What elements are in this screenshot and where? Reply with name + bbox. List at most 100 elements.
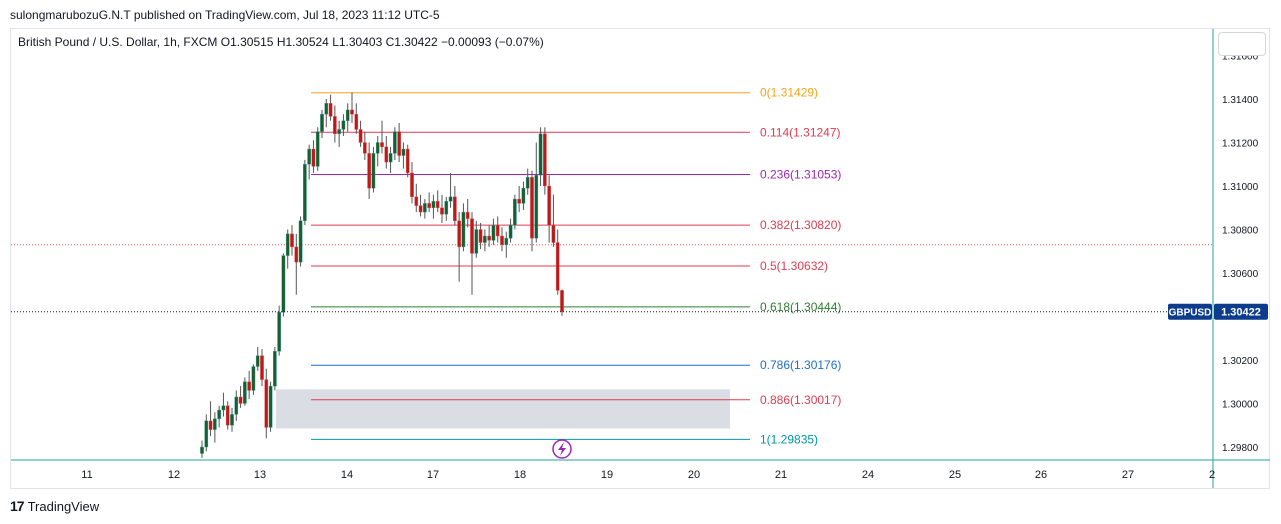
candle-body [363,142,367,154]
candle [470,212,474,295]
candle-body [213,418,217,430]
published-header: sulongmarubozuG.N.T published on Trading… [10,8,440,22]
candle-body [448,196,453,202]
candle [491,218,496,245]
candle-body [268,385,273,428]
candle [560,289,564,316]
candle-body [431,201,436,208]
scale-settings-button[interactable] [1218,32,1266,56]
candle-body [367,153,371,189]
candle-body [290,233,294,248]
lightning-icon [558,442,566,456]
candle [440,194,444,223]
candle-body [281,255,286,313]
candle-body [200,446,204,454]
last-price-label: 1.30422 [1221,307,1261,319]
candle-body [260,355,264,380]
candle [200,440,204,458]
y-tick-label: 1.29800 [1222,443,1259,454]
candle-body [551,224,556,243]
candle [238,386,243,408]
symbol-legend: British Pound / U.S. Dollar, 1h, FXCM O1… [18,35,544,49]
y-tick-label: 1.31400 [1222,95,1259,106]
candle [354,103,359,134]
candle [453,186,457,226]
candle-body [350,109,354,115]
candle [363,131,367,160]
candle-body [384,146,389,163]
candle-body [474,229,479,254]
candle [483,229,487,252]
candle-body [285,233,290,256]
candle-body [298,220,303,263]
candle-body [243,381,247,404]
candle-body [534,174,539,239]
candle [243,377,247,406]
candle-body [530,177,534,239]
candle [461,203,466,252]
candle [204,414,209,452]
candle-body [513,198,517,226]
candle-body [221,405,226,411]
candle [285,229,290,269]
candle-body [345,109,350,121]
x-tick-label: 13 [254,469,266,481]
candle-body [491,224,496,241]
x-tick-label: 14 [341,469,353,481]
fib-level-label-1: 1(1.29835) [760,432,818,446]
candle-body [401,148,406,156]
candle-body [208,420,213,430]
candle-body [230,414,234,426]
x-tick-label: 20 [688,469,700,481]
footer-brand: 17 TradingView [10,498,99,514]
candle-body [427,203,431,208]
candle [264,368,269,439]
candle-body [543,133,547,187]
candle [255,346,260,371]
candle [525,168,530,195]
support-zone-rect [276,389,730,429]
candle-body [204,420,209,448]
fib-level-label-0.786: 0.786(1.30176) [760,358,841,372]
fib-level-label-0: 0(1.31429) [760,86,818,100]
candle-body [453,196,457,221]
candle-body [405,148,410,174]
candle-body [517,198,521,204]
symbol-badge [1168,303,1212,320]
event-marker-icon[interactable] [552,439,572,459]
candle-body [375,142,380,154]
change-value: −0.00093 (−0.07%) [441,35,544,49]
candle-body [247,381,251,391]
candle-body [273,351,277,387]
candle [431,194,436,219]
x-tick-label: 26 [1035,469,1047,481]
candle-body [487,235,491,241]
candle [517,186,521,213]
candle-body [478,229,483,243]
x-tick-label: 18 [514,469,526,481]
candle-body [328,103,333,117]
fib-level-label-0.5: 0.5(1.30632) [760,259,828,273]
candle-body [264,379,269,428]
candle [281,253,286,317]
candle [543,127,547,195]
candle [375,135,380,167]
y-tick-label: 1.31000 [1222,182,1259,193]
candle [260,349,264,387]
candle-body [465,211,470,219]
candle [487,225,491,247]
candle [397,122,401,163]
candle-body [560,290,564,312]
candle-body [397,131,401,156]
candle-body [337,129,341,134]
candle-body [410,172,414,198]
candle-body [225,405,230,426]
candle [551,194,556,247]
candle [495,216,500,243]
candle-body [238,396,243,404]
candle [333,105,337,143]
candle [213,412,217,443]
candle-body [393,131,397,154]
candle-body [555,242,560,291]
